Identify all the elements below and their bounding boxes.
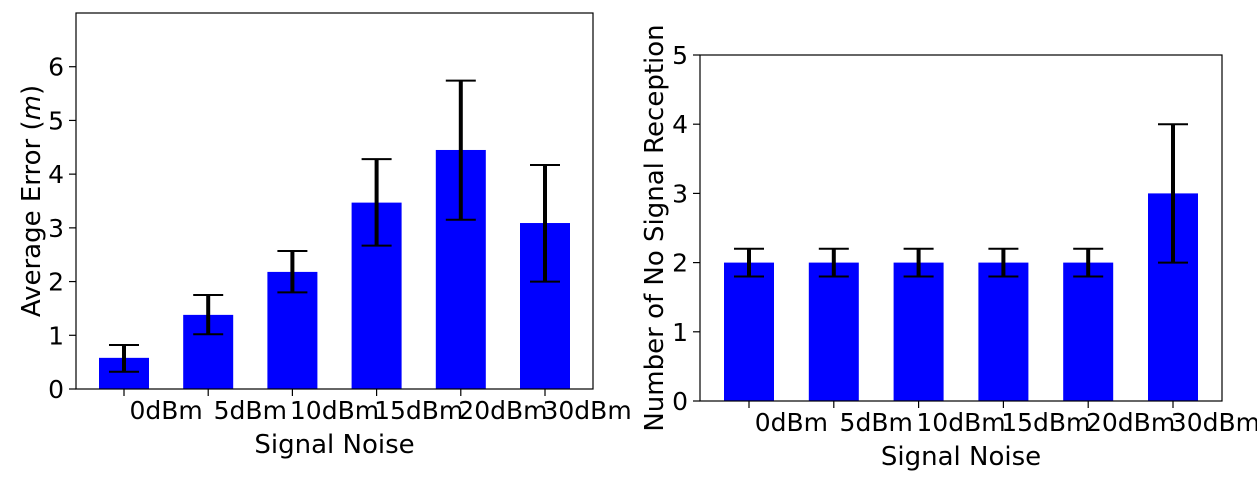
x-tick-label: 30dBm [1171,408,1257,437]
y-axis-label-part: m [17,95,47,120]
x-tick-label: 20dBm [458,396,547,425]
axes-frame [75,12,594,390]
y-tick-label: 6 [48,53,64,82]
y-axis-label-part: Average Error ( [17,120,47,317]
error-bar-0dBm [109,343,139,373]
bar-15dBm [978,262,1029,401]
y-tick-label: 2 [672,249,688,278]
bar-5dBm [808,262,859,401]
y-tick-label: 2 [48,268,64,297]
error-bar-5dBm [818,247,849,278]
error-bar-5dBm [193,294,224,336]
error-bar-10dBm [903,247,934,278]
x-tick-label: 15dBm [374,396,463,425]
bar-20dBm [1063,262,1114,401]
y-tick-label: 5 [48,106,64,135]
y-tick-label: 1 [672,318,688,347]
error-bar-30dBm [1158,123,1188,264]
y-tick-label: 4 [48,160,64,189]
x-tick-label: 0dBm [129,396,202,425]
x-tick-label: 10dBm [290,396,379,425]
bar-0dBm [724,262,774,401]
x-axis-label: Signal Noise [254,430,414,460]
axes-frame [699,54,1223,402]
y-tick-label: 5 [672,41,688,70]
error-bar-15dBm [361,158,392,247]
error-bar-15dBm [988,247,1019,278]
y-tick-label: 0 [48,375,64,404]
x-tick-label: 5dBm [214,396,287,425]
y-axis-label: Number of No Signal Reception [640,24,670,431]
error-bar-30dBm [530,164,560,283]
y-tick-label: 3 [48,214,64,243]
y-tick-label: 0 [672,387,688,416]
x-tick-label: 0dBm [755,408,828,437]
error-bar-20dBm [445,79,476,221]
y-tick-label: 1 [48,321,64,350]
x-tick-label: 20dBm [1086,408,1175,437]
y-axis-label-part: ) [17,85,47,95]
x-tick-label: 30dBm [543,396,632,425]
x-axis-label: Signal Noise [881,442,1041,472]
x-tick-label: 10dBm [916,408,1005,437]
y-tick-label: 4 [672,110,688,139]
error-bar-20dBm [1073,247,1104,278]
y-axis-label: Average Error (m) [17,85,47,317]
x-tick-label: 15dBm [1001,408,1090,437]
y-tick-label: 3 [672,179,688,208]
error-bar-0dBm [734,247,764,278]
error-bar-10dBm [277,249,308,294]
x-tick-label: 5dBm [840,408,913,437]
bar-10dBm [893,262,944,401]
